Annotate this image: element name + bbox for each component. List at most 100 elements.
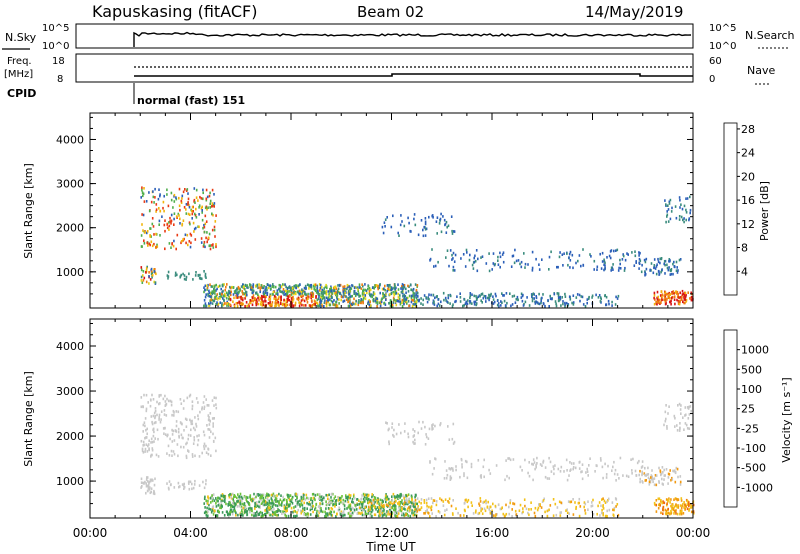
velocity-frame	[89, 318, 694, 519]
data-cell	[304, 498, 307, 501]
data-cell	[644, 473, 646, 477]
data-cell	[175, 420, 178, 423]
data-cell	[190, 234, 193, 237]
data-cell	[172, 409, 175, 413]
data-cell	[491, 509, 493, 513]
data-cell	[263, 292, 266, 295]
data-cell	[424, 222, 427, 226]
data-cell	[282, 510, 284, 513]
data-cell	[211, 509, 213, 512]
data-cell	[417, 431, 419, 435]
data-cell	[145, 484, 148, 488]
data-cell	[564, 292, 566, 296]
colorbar-tick-label: -25	[741, 422, 759, 435]
data-cell	[452, 513, 454, 516]
data-cell	[379, 304, 382, 308]
data-cell	[203, 304, 205, 308]
data-cell	[661, 482, 664, 486]
data-cell	[424, 425, 426, 429]
data-cell	[222, 297, 224, 300]
data-cell	[687, 291, 689, 294]
data-cell	[596, 512, 598, 516]
data-cell	[668, 200, 671, 204]
data-cell	[286, 498, 288, 502]
data-cell	[141, 191, 144, 194]
data-cell	[275, 301, 278, 305]
data-cell	[160, 418, 162, 421]
data-cell	[552, 498, 555, 501]
data-cell	[676, 498, 679, 502]
data-cell	[519, 262, 521, 266]
data-cell	[528, 474, 531, 478]
data-cell	[492, 502, 494, 506]
data-cell	[675, 260, 678, 264]
data-cell	[357, 293, 360, 296]
data-cell	[569, 266, 571, 269]
data-cell	[581, 477, 584, 481]
data-cell	[331, 296, 333, 299]
data-cell	[232, 293, 235, 296]
data-cell	[353, 302, 355, 306]
data-cell	[657, 295, 659, 299]
data-cell	[317, 293, 320, 296]
data-cell	[164, 404, 167, 407]
data-cell	[386, 216, 388, 219]
data-cell	[463, 472, 465, 475]
data-cell	[649, 269, 651, 272]
data-cell	[177, 427, 180, 431]
data-cell	[140, 439, 143, 443]
data-cell	[455, 468, 457, 472]
data-cell	[372, 498, 375, 502]
data-cell	[223, 298, 225, 302]
data-cell	[679, 475, 682, 478]
data-cell	[276, 289, 279, 292]
data-cell	[396, 513, 398, 516]
data-cell	[686, 427, 689, 430]
data-cell	[549, 294, 551, 298]
data-cell	[170, 483, 172, 486]
data-cell	[376, 302, 379, 306]
data-cell	[650, 269, 652, 272]
data-cell	[464, 459, 467, 463]
data-cell	[520, 292, 523, 296]
data-cell	[249, 299, 252, 302]
data-cell	[604, 264, 606, 267]
data-cell	[215, 283, 217, 287]
data-cell	[655, 510, 658, 513]
data-cell	[249, 498, 252, 501]
data-cell	[252, 299, 254, 303]
data-cell	[463, 514, 465, 517]
data-cell	[186, 203, 189, 206]
data-cell	[314, 288, 316, 292]
data-cell	[652, 271, 655, 275]
data-cell	[412, 428, 414, 431]
data-cell	[183, 277, 186, 281]
data-cell	[253, 497, 256, 500]
data-cell	[557, 467, 560, 471]
data-cell	[408, 304, 410, 308]
data-cell	[567, 263, 569, 267]
data-cell	[262, 290, 265, 294]
data-cell	[559, 470, 562, 473]
data-cell	[176, 273, 178, 277]
data-cell	[534, 302, 537, 305]
data-cell	[644, 479, 647, 482]
data-cell	[204, 295, 207, 299]
data-cell	[150, 270, 153, 273]
data-cell	[151, 447, 154, 450]
data-cell	[249, 283, 251, 286]
data-cell	[207, 495, 209, 498]
data-cell	[337, 499, 340, 502]
data-cell	[605, 473, 608, 476]
data-cell	[201, 218, 204, 222]
data-cell	[411, 511, 413, 515]
data-cell	[440, 300, 442, 304]
data-cell	[140, 477, 143, 481]
data-cell	[408, 497, 410, 501]
data-cell	[584, 305, 587, 308]
freq-trace	[134, 73, 693, 77]
data-cell	[433, 499, 436, 502]
data-cell	[540, 299, 542, 303]
data-cell	[333, 289, 336, 292]
